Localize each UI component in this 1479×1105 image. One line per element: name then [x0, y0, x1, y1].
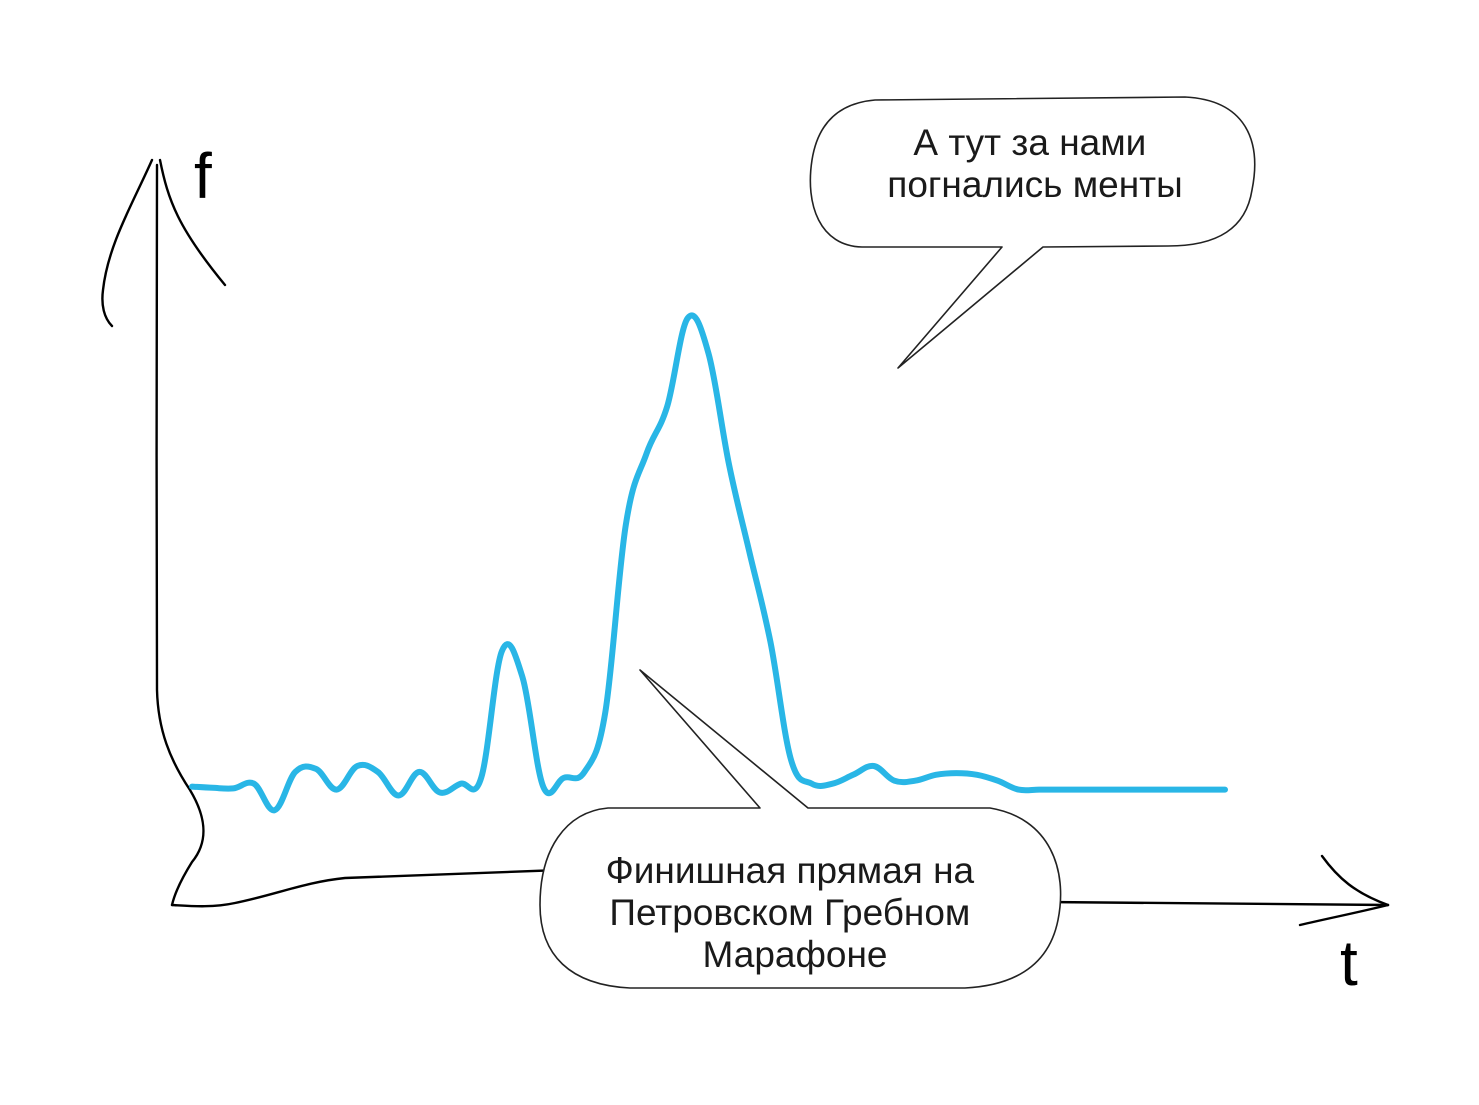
- x-axis-line: [170, 868, 1390, 908]
- annotation-police-text: А тут за нами погнались менты: [887, 122, 1182, 205]
- annotation-finish-bubble: [539, 669, 1062, 989]
- y-axis-line: [155, 163, 205, 907]
- series-line: [189, 312, 1228, 814]
- annotation-finish-line-3: Марафоне: [703, 934, 888, 975]
- y-arrow-left-stroke: [101, 158, 154, 328]
- annotation-police-line-2: погнались менты: [887, 164, 1182, 205]
- y-arrow-right-stroke: [158, 158, 227, 287]
- annotation-police-line-1: А тут за нами: [913, 122, 1146, 163]
- y-axis-label: f: [194, 140, 212, 212]
- annotation-police-bubble: [809, 96, 1256, 369]
- annotation-finish-line-1: Финишная прямая на: [606, 850, 975, 891]
- annotation-finish: Финишная прямая на Петровском Гребном Ма…: [539, 669, 1062, 989]
- x-arrow-upper-stroke: [1320, 854, 1390, 907]
- x-axis-label: t: [1340, 927, 1358, 999]
- y-axis: f: [101, 140, 227, 907]
- annotation-police: А тут за нами погнались менты: [809, 96, 1256, 369]
- x-axis: t: [170, 854, 1390, 999]
- annotation-finish-text: Финишная прямая на Петровском Гребном Ма…: [606, 850, 985, 975]
- annotation-finish-line-2: Петровском Гребном: [609, 892, 970, 933]
- x-arrow-lower-stroke: [1298, 903, 1390, 927]
